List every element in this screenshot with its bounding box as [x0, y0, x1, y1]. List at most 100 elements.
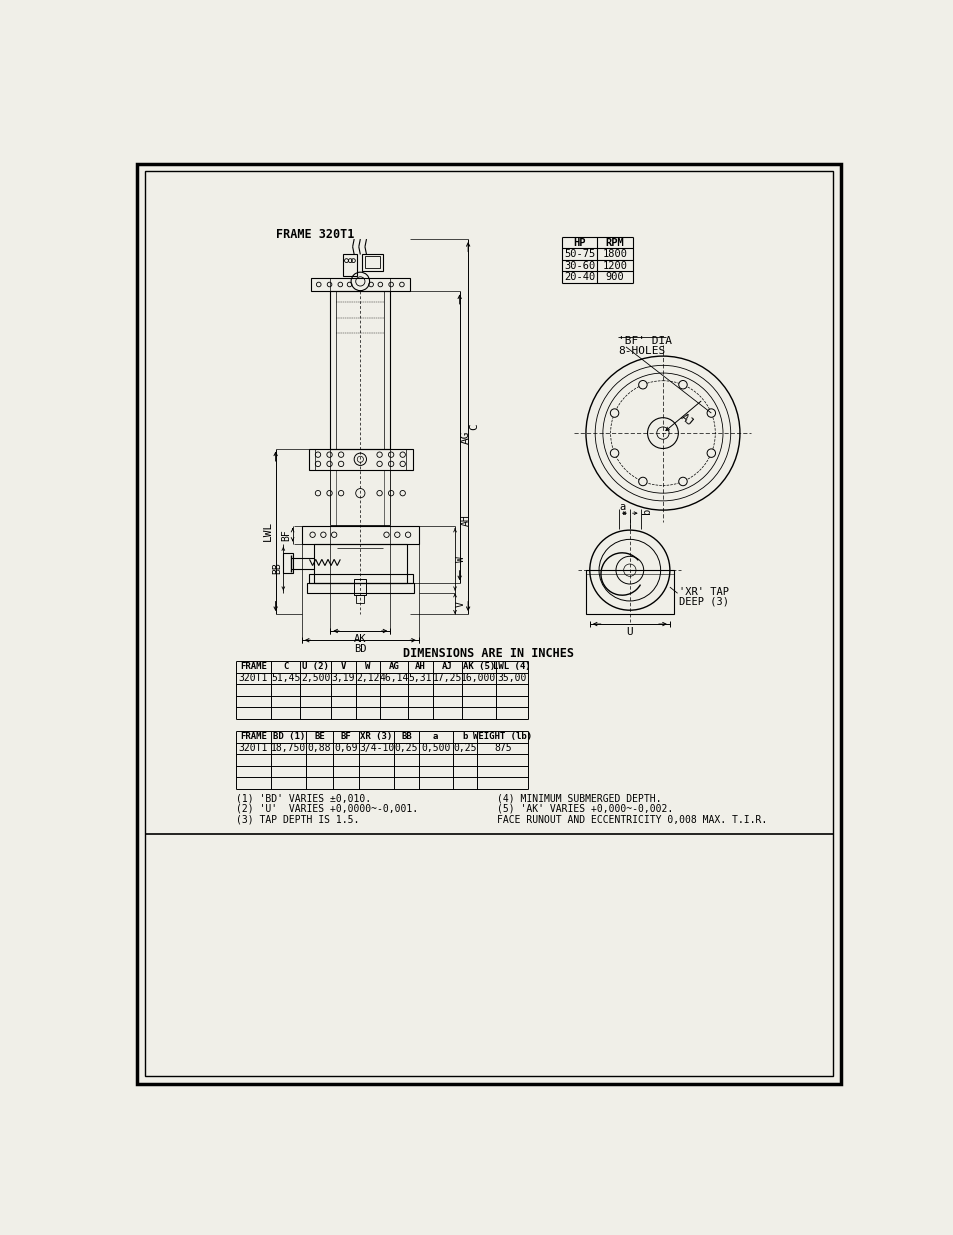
Text: 30-60: 30-60 [563, 261, 595, 270]
Text: RPM: RPM [605, 237, 624, 247]
Text: V: V [340, 662, 346, 672]
Bar [361, 254, 383, 272]
Text: 'XR' TAP: 'XR' TAP [679, 587, 728, 597]
Text: 0,69: 0,69 [334, 743, 357, 753]
Text: AJ: AJ [678, 412, 695, 429]
Circle shape [598, 540, 659, 601]
Text: 50-75: 50-75 [563, 249, 595, 259]
Circle shape [706, 448, 715, 457]
Text: BD: BD [354, 645, 366, 655]
Bar [343, 254, 356, 275]
Text: (3) TAP DEPTH IS 1.5.: (3) TAP DEPTH IS 1.5. [235, 815, 358, 825]
Bar [330, 471, 390, 526]
Text: a: a [618, 501, 624, 513]
Text: 51,45: 51,45 [271, 673, 300, 683]
Circle shape [638, 380, 646, 389]
Text: 35,00: 35,00 [497, 673, 526, 683]
Text: FACE RUNOUT AND ECCENTRICITY 0,008 MAX. T.I.R.: FACE RUNOUT AND ECCENTRICITY 0,008 MAX. … [497, 815, 767, 825]
Text: V: V [456, 600, 466, 606]
Bar [307, 583, 414, 593]
Bar [365, 256, 380, 268]
Text: AG: AG [460, 431, 471, 445]
Circle shape [656, 427, 668, 440]
Text: C: C [283, 662, 288, 672]
Bar [301, 526, 418, 543]
Bar [283, 553, 293, 573]
Text: 46,14: 46,14 [379, 673, 409, 683]
Circle shape [623, 564, 636, 577]
Bar [354, 579, 366, 595]
Text: BB: BB [272, 563, 282, 574]
Circle shape [678, 380, 686, 389]
Text: (4) MINIMUM SUBMERGED DEPTH.: (4) MINIMUM SUBMERGED DEPTH. [497, 793, 661, 803]
Text: 320T1: 320T1 [238, 743, 268, 753]
Text: 0,88: 0,88 [308, 743, 331, 753]
Text: HP: HP [573, 237, 585, 247]
Circle shape [585, 356, 740, 510]
Bar [309, 574, 413, 583]
Text: BE: BE [314, 732, 325, 741]
Circle shape [647, 417, 678, 448]
Circle shape [589, 530, 669, 610]
Text: 1800: 1800 [602, 249, 627, 259]
Text: 17,25: 17,25 [433, 673, 461, 683]
Text: 3/4-10: 3/4-10 [358, 743, 394, 753]
Circle shape [616, 556, 643, 584]
Circle shape [678, 477, 686, 485]
Text: FRAME: FRAME [239, 732, 267, 741]
Text: DEEP (3): DEEP (3) [679, 597, 728, 606]
Bar [356, 595, 364, 603]
Text: 320T1: 320T1 [238, 673, 268, 683]
Text: AG: AG [389, 662, 399, 672]
Circle shape [706, 409, 715, 417]
Text: (5) 'AK' VARIES +0,000~-0,002.: (5) 'AK' VARIES +0,000~-0,002. [497, 804, 673, 814]
Text: 20-40: 20-40 [563, 272, 595, 282]
Text: AH: AH [415, 662, 425, 672]
Bar [309, 448, 413, 471]
Text: 2,500: 2,500 [301, 673, 330, 683]
Text: 0,25: 0,25 [453, 743, 476, 753]
Text: b: b [462, 732, 467, 741]
Text: AK: AK [354, 634, 366, 643]
Text: U: U [626, 626, 633, 637]
Text: 2,12: 2,12 [355, 673, 379, 683]
Text: 875: 875 [494, 743, 511, 753]
Text: XR (3): XR (3) [360, 732, 393, 741]
Text: 1200: 1200 [602, 261, 627, 270]
Bar [330, 291, 390, 448]
Circle shape [602, 373, 722, 493]
Text: (2) 'U'  VARIES +0,0000~-0,001.: (2) 'U' VARIES +0,0000~-0,001. [235, 804, 417, 814]
Text: FRAME 320T1: FRAME 320T1 [275, 228, 354, 241]
Text: U (2): U (2) [302, 662, 329, 672]
Text: BF: BF [281, 529, 291, 541]
Text: 900: 900 [605, 272, 624, 282]
Text: 18,750: 18,750 [271, 743, 306, 753]
Text: W: W [456, 557, 466, 562]
Text: b: b [641, 508, 651, 514]
Text: AK (5): AK (5) [462, 662, 495, 672]
Text: LWL: LWL [263, 521, 273, 541]
Bar [585, 571, 673, 614]
Text: 0,25: 0,25 [395, 743, 417, 753]
Text: 3,19: 3,19 [332, 673, 355, 683]
Text: 'BF' DIA: 'BF' DIA [618, 336, 672, 346]
Text: BD (1): BD (1) [273, 732, 305, 741]
Text: LWL (4): LWL (4) [493, 662, 530, 672]
Bar [311, 278, 409, 291]
Text: 8-HOLES: 8-HOLES [618, 346, 665, 356]
Text: WEIGHT (lb): WEIGHT (lb) [473, 732, 532, 741]
Text: C: C [469, 424, 478, 430]
Text: DIMENSIONS ARE IN INCHES: DIMENSIONS ARE IN INCHES [403, 647, 574, 659]
Text: AJ: AJ [441, 662, 453, 672]
Text: 5,31: 5,31 [408, 673, 432, 683]
Text: BF: BF [340, 732, 351, 741]
Text: FRAME: FRAME [239, 662, 267, 672]
Circle shape [610, 409, 618, 417]
Text: a: a [433, 732, 438, 741]
Circle shape [610, 448, 618, 457]
Circle shape [595, 366, 730, 501]
Circle shape [638, 477, 646, 485]
Bar [314, 543, 406, 583]
Text: BB: BB [401, 732, 412, 741]
Text: 16,000: 16,000 [461, 673, 496, 683]
